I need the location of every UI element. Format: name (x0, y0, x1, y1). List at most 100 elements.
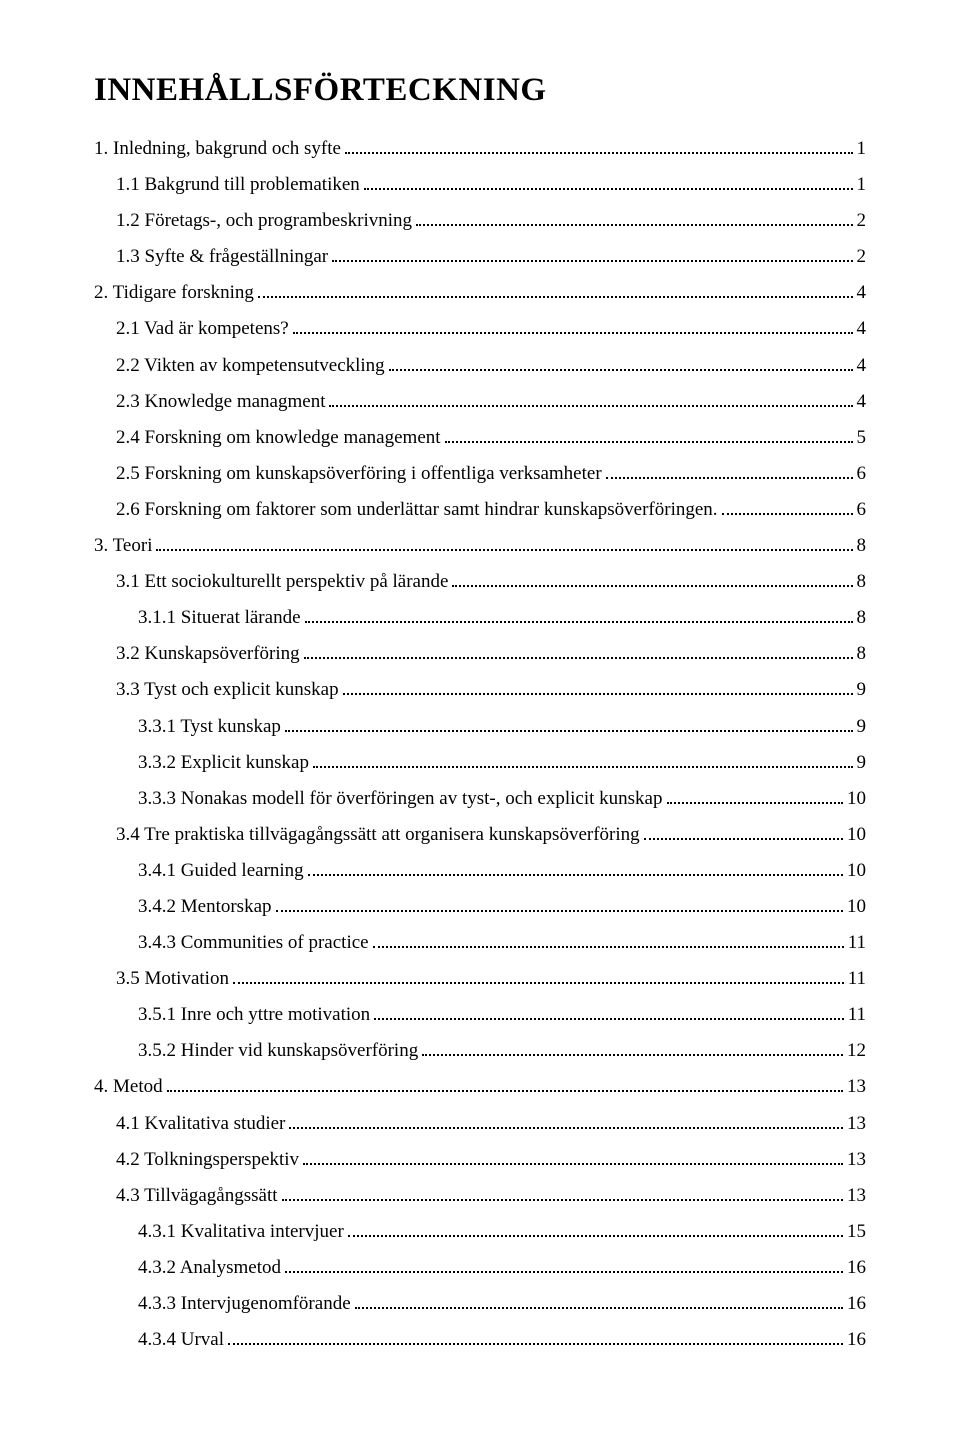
toc-leader-dots (303, 1163, 843, 1165)
toc-row: 3.3.3 Nonakas modell för överföringen av… (94, 781, 866, 817)
toc-leader-dots (355, 1307, 843, 1309)
toc-row: 2.3 Knowledge managment 4 (94, 384, 866, 420)
toc-entry-page: 2 (857, 203, 867, 239)
toc-row: 3.3.2 Explicit kunskap 9 (94, 745, 866, 781)
toc-row: 3.1.1 Situerat lärande8 (94, 600, 866, 636)
toc-entry-label: 2. Tidigare forskning (94, 275, 254, 311)
toc-entry-label: 2.2 Vikten av kompetensutveckling (116, 348, 385, 384)
toc-entry-page: 16 (847, 1322, 866, 1358)
toc-entry-label: 1.2 Företags-, och programbeskrivning (116, 203, 412, 239)
toc-entry-page: 16 (847, 1286, 866, 1322)
toc-entry-page: 8 (857, 564, 867, 600)
toc-entry-label: 3.5.1 Inre och yttre motivation (138, 997, 370, 1033)
toc-entry-label: 3.2 Kunskapsöverföring (116, 636, 300, 672)
toc-leader-dots (276, 910, 843, 912)
toc-leader-dots (389, 369, 853, 371)
toc-row: 3.1 Ett sociokulturellt perspektiv på lä… (94, 564, 866, 600)
toc-leader-dots (293, 332, 853, 334)
toc-row: 4.3.1 Kvalitativa intervjuer15 (94, 1214, 866, 1250)
toc-leader-dots (233, 982, 844, 984)
toc-row: 3.5 Motivation11 (94, 961, 866, 997)
toc-entry-page: 10 (847, 853, 866, 889)
toc-entry-label: 2.5 Forskning om kunskapsöverföring i of… (116, 456, 602, 492)
toc-leader-dots (667, 802, 844, 804)
toc-entry-label: 3. Teori (94, 528, 152, 564)
toc-leader-dots (373, 946, 844, 948)
toc-entry-label: 3.5.2 Hinder vid kunskapsöverföring (138, 1033, 418, 1069)
toc-entry-label: 3.3.1 Tyst kunskap (138, 709, 281, 745)
toc-entry-label: 4.3 Tillvägagångssätt (116, 1178, 278, 1214)
toc-entry-label: 4.2 Tolkningsperspektiv (116, 1142, 299, 1178)
toc-row: 1.2 Företags-, och programbeskrivning 2 (94, 203, 866, 239)
toc-row: 4.3.2 Analysmetod 16 (94, 1250, 866, 1286)
toc-entry-page: 16 (847, 1250, 866, 1286)
toc-entry-page: 11 (848, 925, 866, 961)
page: INNEHÅLLSFÖRTECKNING 1. Inledning, bakgr… (0, 0, 960, 1430)
toc-row: 3. Teori8 (94, 528, 866, 564)
toc-entry-page: 9 (857, 745, 867, 781)
toc-leader-dots (606, 477, 853, 479)
toc-row: 2.1 Vad är kompetens?4 (94, 311, 866, 347)
toc-row: 3.3 Tyst och explicit kunskap 9 (94, 672, 866, 708)
toc-entry-page: 10 (847, 781, 866, 817)
toc-row: 2. Tidigare forskning4 (94, 275, 866, 311)
toc-entry-page: 8 (857, 636, 867, 672)
toc-row: 4. Metod13 (94, 1069, 866, 1105)
toc-entry-page: 12 (847, 1033, 866, 1069)
toc-entry-label: 4.3.1 Kvalitativa intervjuer (138, 1214, 344, 1250)
toc-row: 4.1 Kvalitativa studier 13 (94, 1106, 866, 1142)
toc-leader-dots (285, 730, 853, 732)
toc-entry-page: 10 (847, 889, 866, 925)
toc-leader-dots (167, 1090, 843, 1092)
toc-leader-dots (445, 441, 853, 443)
toc-entry-label: 2.6 Forskning om faktorer som underlätta… (116, 492, 718, 528)
toc-leader-dots (282, 1199, 843, 1201)
toc-leader-dots (343, 693, 853, 695)
toc-entry-page: 10 (847, 817, 866, 853)
toc-row: 4.3.4 Urval16 (94, 1322, 866, 1358)
toc-row: 2.4 Forskning om knowledge management 5 (94, 420, 866, 456)
toc-entry-label: 4.1 Kvalitativa studier (116, 1106, 285, 1142)
toc-entry-page: 11 (848, 997, 866, 1033)
toc-row: 3.4.1 Guided learning 10 (94, 853, 866, 889)
page-title: INNEHÅLLSFÖRTECKNING (94, 72, 866, 109)
toc-entry-page: 4 (857, 311, 867, 347)
toc-entry-label: 4.3.2 Analysmetod (138, 1250, 281, 1286)
toc-leader-dots (374, 1018, 844, 1020)
toc-row: 2.2 Vikten av kompetensutveckling 4 (94, 348, 866, 384)
toc-entry-label: 3.4 Tre praktiska tillvägagångssätt att … (116, 817, 640, 853)
toc-entry-label: 3.4.2 Mentorskap (138, 889, 272, 925)
toc-entry-label: 1. Inledning, bakgrund och syfte (94, 131, 341, 167)
toc-entry-label: 3.4.1 Guided learning (138, 853, 304, 889)
toc-row: 4.3 Tillvägagångssätt 13 (94, 1178, 866, 1214)
toc-leader-dots (329, 405, 852, 407)
toc-entry-page: 13 (847, 1106, 866, 1142)
toc-entry-page: 13 (847, 1178, 866, 1214)
toc-entry-page: 5 (857, 420, 867, 456)
toc-row: 3.3.1 Tyst kunskap9 (94, 709, 866, 745)
toc-leader-dots (416, 224, 852, 226)
toc-leader-dots (305, 621, 853, 623)
toc-entry-label: 2.3 Knowledge managment (116, 384, 325, 420)
toc-entry-label: 3.3.2 Explicit kunskap (138, 745, 309, 781)
toc-row: 3.4 Tre praktiska tillvägagångssätt att … (94, 817, 866, 853)
toc-row: 1.3 Syfte & frågeställningar2 (94, 239, 866, 275)
toc-entry-page: 1 (857, 167, 867, 203)
toc-entry-page: 6 (857, 456, 867, 492)
toc-leader-dots (258, 296, 853, 298)
toc-row: 1.1 Bakgrund till problematiken1 (94, 167, 866, 203)
toc-leader-dots (313, 766, 853, 768)
toc-entry-page: 4 (857, 348, 867, 384)
toc-leader-dots (364, 188, 853, 190)
toc-entry-label: 3.4.3 Communities of practice (138, 925, 369, 961)
toc-entry-page: 9 (857, 672, 867, 708)
toc-row: 1. Inledning, bakgrund och syfte1 (94, 131, 866, 167)
toc-entry-label: 2.4 Forskning om knowledge management (116, 420, 441, 456)
toc-leader-dots (289, 1127, 843, 1129)
toc-entry-page: 8 (857, 600, 867, 636)
toc-entry-page: 4 (857, 384, 867, 420)
toc-row: 3.5.2 Hinder vid kunskapsöverföring 12 (94, 1033, 866, 1069)
toc-entry-label: 3.3 Tyst och explicit kunskap (116, 672, 339, 708)
toc-row: 4.2 Tolkningsperspektiv13 (94, 1142, 866, 1178)
toc-leader-dots (348, 1235, 843, 1237)
